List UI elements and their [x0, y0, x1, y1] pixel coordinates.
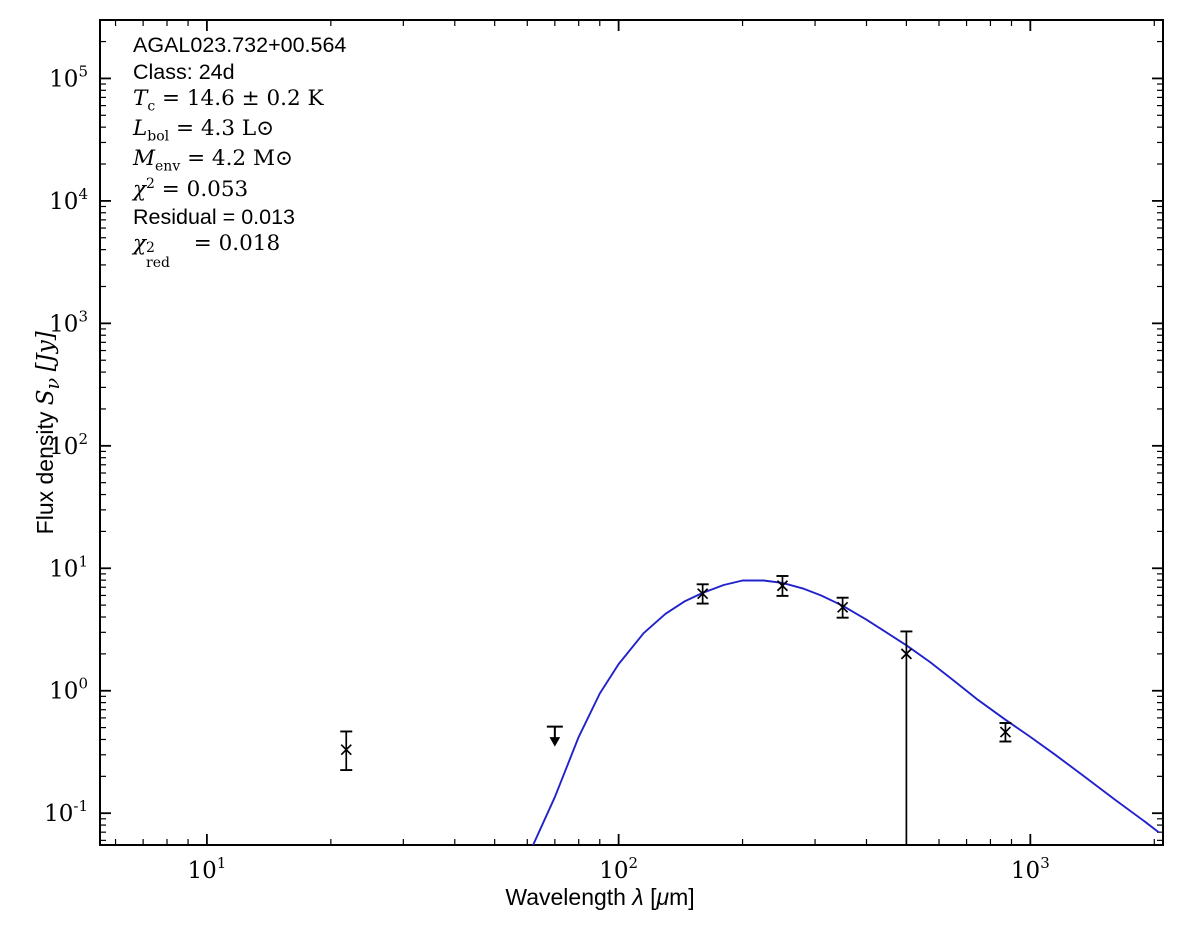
y-tick-label: 10-1 — [44, 797, 88, 827]
residual-annotation: Residual = 0.013 — [133, 204, 295, 229]
chi2-red-superscript: 2 — [146, 239, 155, 256]
y-tick-label: 100 — [49, 675, 88, 705]
temperature-error: 0.2 — [266, 85, 301, 111]
model-sed-curve — [532, 579, 1160, 845]
chi2-red-symbol: χ — [133, 230, 147, 256]
x-axis-title-text: Wavelength λ [μm] — [505, 884, 695, 910]
data-point — [340, 730, 353, 772]
annotation-block: AGAL023.732+00.564 Class: 24d Tc = 14.6 … — [133, 32, 347, 272]
x-tick-label: 101 — [187, 854, 226, 884]
chi2-red-value: 0.018 — [218, 230, 281, 256]
data-point — [776, 575, 789, 597]
marker-x-stroke2 — [697, 588, 709, 600]
residual-value: 0.013 — [241, 204, 295, 229]
chi2-red-annotation: χ 2 red = 0.018 — [133, 230, 281, 272]
y-axis-title-text: Flux density Sν [Jy] — [32, 331, 64, 535]
model-curve-group — [532, 579, 1160, 845]
residual-label: Residual — [133, 204, 217, 229]
chi2-symbol: χ — [133, 176, 147, 202]
data-point — [696, 583, 709, 605]
data-point — [900, 630, 913, 845]
temperature-unit: K — [307, 85, 324, 111]
chi2-value: 0.053 — [186, 176, 249, 202]
marker-x-stroke2 — [776, 580, 789, 592]
chi2-superscript: 2 — [146, 175, 155, 192]
data-point — [836, 596, 849, 619]
data-point — [999, 722, 1012, 743]
marker-x-stroke2 — [900, 648, 912, 660]
marker-x-stroke2 — [999, 726, 1012, 738]
source-name: AGAL023.732+00.564 — [133, 33, 347, 57]
chi2-annotation: χ2 = 0.053 — [133, 175, 249, 202]
luminosity-annotation: Lbol = 4.3 L⊙ — [133, 115, 275, 145]
chi2-red-subscript: red — [146, 255, 170, 272]
axis-frame — [99, 19, 1164, 846]
luminosity-subscript: bol — [147, 128, 170, 145]
temperature-annotation: Tc = 14.6 ± 0.2 K — [133, 85, 324, 115]
plot-frame — [99, 19, 1164, 846]
mass-annotation: Menv = 4.2 M⊙ — [133, 145, 293, 174]
marker-x-stroke2 — [837, 601, 849, 613]
y-axis-title: Flux density Sν [Jy] — [32, 223, 64, 643]
mass-value: 4.2 — [211, 145, 247, 171]
x-axis-title: Wavelength λ [μm] — [0, 884, 1200, 911]
mass-unit: M⊙ — [252, 145, 293, 171]
upper-limit-arrowhead — [549, 737, 561, 747]
temperature-subscript: c — [147, 98, 156, 115]
marker-x-stroke2 — [340, 744, 352, 756]
luminosity-value: 4.3 — [200, 115, 236, 141]
temperature-value: 14.6 — [186, 85, 235, 111]
mass-subscript: env — [155, 157, 181, 174]
data-points-group — [340, 575, 1012, 845]
class-label: Class: 24d — [133, 59, 235, 84]
y-tick-label: 104 — [49, 185, 88, 215]
y-tick-label: 105 — [49, 62, 88, 92]
x-tick-label: 102 — [599, 854, 638, 884]
luminosity-unit: L⊙ — [241, 115, 275, 141]
x-tick-label: 103 — [1011, 854, 1050, 884]
upper-limit-point — [546, 725, 563, 747]
